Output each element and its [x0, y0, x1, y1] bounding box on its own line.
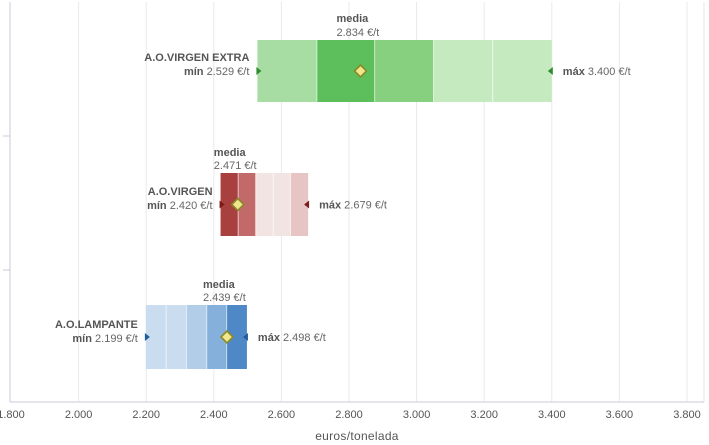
bar-segment [433, 40, 493, 102]
max-marker [242, 333, 248, 341]
series-name: A.O.VIRGEN EXTRA [144, 52, 249, 64]
x-tick-label: 2.200 [132, 409, 160, 421]
bar-segment [145, 305, 167, 369]
bar-segment [255, 173, 274, 236]
bar-segment [257, 40, 317, 102]
max-caption: máx [258, 332, 283, 344]
x-tick-label: 3.000 [403, 409, 431, 421]
bar-segment [226, 305, 247, 369]
bar-segment [374, 40, 434, 102]
x-tick-label: 3.400 [538, 409, 566, 421]
bar-segment [166, 305, 187, 369]
min-label: mín 2.199 €/t [72, 333, 137, 345]
min-caption: mín [184, 66, 207, 78]
bar-segment [220, 173, 239, 236]
x-tick-label: 1.800 [0, 409, 25, 421]
mean-value: 2.834 €/t [336, 27, 379, 39]
bar-segment [290, 173, 309, 236]
max-caption: máx [563, 66, 588, 78]
x-axis-title: euros/tonelada [315, 429, 399, 443]
plot-frame [3, 2, 705, 403]
range-bar-2 [144, 305, 248, 369]
max-marker [547, 67, 553, 75]
mean-marker [230, 197, 245, 212]
x-tick-label: 2.400 [200, 409, 228, 421]
min-marker [219, 200, 225, 209]
x-tick-label: 3.800 [673, 409, 701, 421]
max-caption: máx [319, 200, 344, 212]
x-tick-label: 3.600 [606, 409, 634, 421]
min-value: 2.420 €/t [170, 200, 213, 212]
mean-value: 2.471 €/t [214, 160, 257, 172]
min-label: mín 2.529 €/t [184, 66, 249, 78]
range-labels: A.O.VIRGEN EXTRA mín 2.529 €/t máx 3.400 €… [55, 13, 631, 345]
bar-segment [492, 40, 552, 102]
max-value: 2.498 €/t [283, 332, 326, 344]
mean-marker [353, 63, 368, 79]
x-tick-label: 2.800 [335, 409, 363, 421]
min-marker [256, 67, 262, 75]
max-value: 2.679 €/t [344, 200, 387, 212]
max-label: máx 2.679 €/t [319, 200, 387, 212]
max-label: máx 2.498 €/t [258, 332, 326, 344]
series-name: A.O.LAMPANTE [55, 319, 138, 331]
max-label: máx 3.400 €/t [563, 66, 631, 78]
max-value: 3.400 €/t [588, 66, 631, 78]
series-name: A.O.VIRGEN [148, 186, 213, 198]
x-tick-label: 3.200 [470, 409, 498, 421]
bar-segment [206, 305, 227, 369]
min-value: 2.529 €/t [207, 66, 250, 78]
range-bar-1 [219, 173, 310, 236]
min-label: mín 2.420 €/t [147, 200, 212, 212]
mean-caption: media [214, 147, 247, 159]
range-bars [144, 40, 553, 369]
bar-segment [238, 173, 256, 236]
x-axis-ticks: 1.800 2.000 2.200 2.400 2.600 2.800 3.000 3.200… [0, 409, 701, 421]
mean-caption: media [336, 13, 369, 25]
mean-marker [219, 329, 235, 345]
x-tick-label: 2.000 [65, 409, 93, 421]
min-caption: mín [147, 200, 170, 212]
min-caption: mín [72, 333, 95, 345]
bar-segment [186, 305, 207, 369]
mean-value: 2.439 €/t [203, 292, 246, 304]
x-tick-label: 2.600 [268, 409, 296, 421]
bar-segment [273, 173, 291, 236]
min-value: 2.199 €/t [95, 333, 138, 345]
mean-caption: media [203, 279, 236, 291]
min-marker [144, 333, 150, 341]
max-marker [304, 200, 310, 209]
range-bar-0 [256, 40, 553, 102]
